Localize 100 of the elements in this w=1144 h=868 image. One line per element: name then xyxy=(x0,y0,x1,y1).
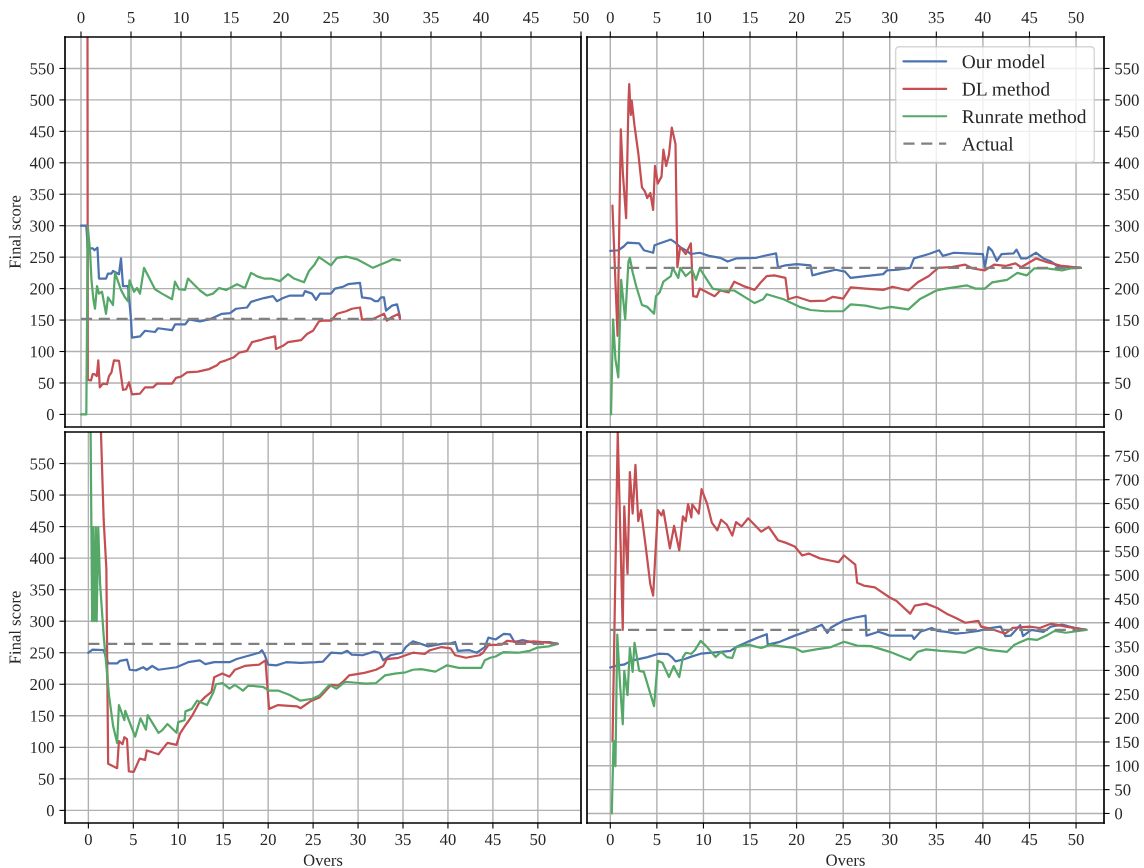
line-series xyxy=(609,256,1082,416)
x-tick-label: 30 xyxy=(882,833,898,846)
x-tick-label: 25 xyxy=(305,833,321,846)
line-series xyxy=(79,224,402,339)
y-tick-label: 0 xyxy=(1115,409,1123,421)
y-tick-label: 250 xyxy=(30,251,54,264)
y-tick-label: 500 xyxy=(30,489,54,502)
x-tick-label: 40 xyxy=(439,833,456,846)
y-tick-label: 300 xyxy=(30,615,54,628)
y-tick-label: 250 xyxy=(1115,251,1139,264)
x-axis-title: Overs xyxy=(303,854,343,866)
x-tick-label: 15 xyxy=(743,833,758,846)
y-tick-label: 750 xyxy=(1115,450,1139,462)
y-tick-label: 350 xyxy=(1115,188,1139,201)
y-tick-label: 550 xyxy=(30,458,54,470)
y-tick-label: 700 xyxy=(1115,474,1139,486)
y-tick-label: 400 xyxy=(29,552,54,565)
x-tick-label: 45 xyxy=(1021,12,1038,24)
x-tick-label: 5 xyxy=(653,834,661,846)
legend-label: DL method xyxy=(962,82,1050,96)
y-tick-label: 100 xyxy=(31,346,54,358)
x-tick-label: 0 xyxy=(84,833,92,846)
x-tick-label: 0 xyxy=(77,11,85,24)
y-tick-label: 300 xyxy=(1115,220,1139,232)
y-tick-label: 300 xyxy=(1115,665,1139,677)
y-tick-label: 50 xyxy=(38,773,54,785)
legend-label: Runrate method xyxy=(962,109,1087,124)
y-tick-label: 100 xyxy=(31,742,54,754)
x-tick-label: 25 xyxy=(835,833,851,846)
x-axis-title: Overs xyxy=(826,854,865,866)
y-tick-label: 50 xyxy=(1115,377,1131,389)
line-series xyxy=(86,37,402,396)
x-tick-label: 15 xyxy=(224,12,239,24)
y-tick-label: 550 xyxy=(30,63,54,75)
x-tick-label: 10 xyxy=(171,833,186,846)
line-series xyxy=(611,432,1088,743)
y-tick-label: 0 xyxy=(46,409,54,421)
x-tick-label: 50 xyxy=(530,833,546,846)
y-tick-label: 100 xyxy=(1115,346,1139,358)
x-tick-label: 10 xyxy=(696,11,712,24)
y-axis-title: Final score xyxy=(8,591,21,664)
x-tick-label: 20 xyxy=(788,11,805,24)
line-series xyxy=(610,628,1088,815)
x-tick-label: 30 xyxy=(350,833,366,846)
y-tick-label: 550 xyxy=(1115,63,1139,75)
y-tick-label: 600 xyxy=(1115,522,1139,534)
y-tick-label: 150 xyxy=(1115,736,1139,748)
y-tick-label: 50 xyxy=(1115,784,1131,796)
y-tick-label: 150 xyxy=(31,314,54,327)
y-tick-label: 450 xyxy=(29,521,54,533)
x-tick-label: 10 xyxy=(174,11,189,24)
y-tick-label: 250 xyxy=(30,647,54,659)
y-tick-label: 550 xyxy=(1115,545,1139,558)
x-tick-label: 50 xyxy=(1068,833,1084,846)
y-tick-label: 450 xyxy=(29,126,54,138)
x-tick-label: 45 xyxy=(522,12,539,24)
x-tick-label: 25 xyxy=(323,12,339,24)
y-tick-label: 0 xyxy=(46,805,54,817)
line-series xyxy=(79,225,402,416)
x-tick-label: 15 xyxy=(743,12,758,24)
y-tick-label: 350 xyxy=(1115,641,1139,653)
x-tick-label: 35 xyxy=(395,833,411,846)
x-tick-label: 20 xyxy=(273,11,289,24)
y-tick-label: 400 xyxy=(1114,617,1139,629)
x-tick-label: 5 xyxy=(127,12,135,24)
x-tick-label: 5 xyxy=(653,12,661,24)
x-tick-label: 5 xyxy=(130,834,137,846)
x-tick-label: 30 xyxy=(373,11,389,24)
y-tick-label: 500 xyxy=(1115,94,1139,106)
y-tick-label: 500 xyxy=(1115,569,1139,581)
y-tick-label: 200 xyxy=(1115,283,1139,295)
y-tick-label: 400 xyxy=(29,157,54,169)
x-tick-label: 40 xyxy=(974,11,991,24)
x-tick-label: 0 xyxy=(606,833,614,846)
y-tick-label: 300 xyxy=(30,220,54,232)
y-axis-title: Final score xyxy=(8,195,21,269)
x-tick-label: 20 xyxy=(260,833,276,846)
x-tick-label: 10 xyxy=(696,833,712,846)
x-tick-label: 35 xyxy=(928,833,945,846)
x-tick-label: 0 xyxy=(606,11,614,24)
x-tick-label: 25 xyxy=(835,12,851,24)
x-tick-label: 50 xyxy=(1068,11,1084,24)
x-tick-label: 50 xyxy=(573,11,589,24)
x-tick-label: 40 xyxy=(472,11,489,24)
y-tick-label: 150 xyxy=(1115,314,1139,327)
legend-label: Actual xyxy=(961,137,1014,151)
x-tick-label: 20 xyxy=(788,833,805,846)
y-tick-label: 100 xyxy=(1115,760,1139,772)
y-tick-label: 400 xyxy=(1114,157,1139,169)
x-tick-label: 15 xyxy=(216,833,231,846)
y-tick-label: 0 xyxy=(1115,808,1123,820)
x-tick-label: 45 xyxy=(1021,834,1038,846)
y-tick-label: 50 xyxy=(38,377,54,389)
y-tick-label: 200 xyxy=(30,283,54,295)
y-tick-label: 500 xyxy=(30,94,54,106)
x-tick-label: 35 xyxy=(423,12,439,24)
y-tick-label: 200 xyxy=(30,678,54,691)
x-tick-label: 45 xyxy=(484,834,501,846)
y-tick-label: 450 xyxy=(1114,593,1139,605)
x-tick-label: 30 xyxy=(882,11,898,24)
